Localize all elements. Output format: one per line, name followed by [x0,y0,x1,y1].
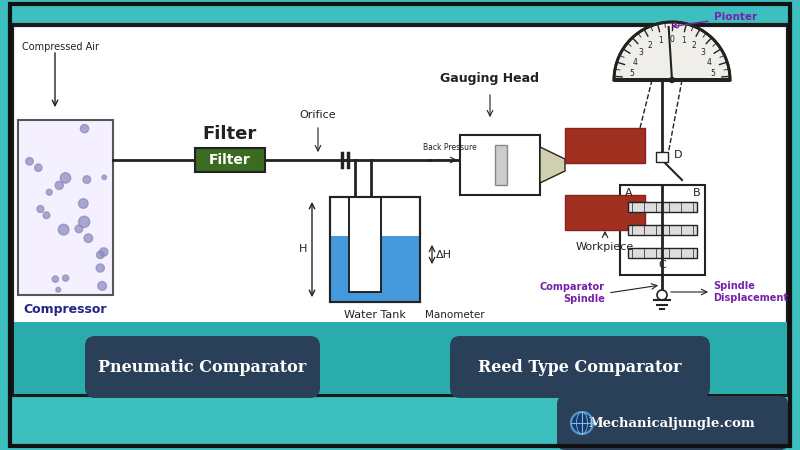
Text: Workpiece: Workpiece [576,242,634,252]
Text: Mechanicaljungle.com: Mechanicaljungle.com [589,417,755,429]
Text: Spindle
Displacement: Spindle Displacement [713,281,788,303]
Circle shape [52,276,58,282]
Text: 2: 2 [691,41,696,50]
Text: Water Tank: Water Tank [344,310,406,320]
FancyBboxPatch shape [628,202,697,212]
Text: 4: 4 [706,58,711,67]
Circle shape [99,248,108,256]
Text: Pionter: Pionter [673,12,757,28]
FancyBboxPatch shape [565,195,645,230]
Circle shape [62,275,69,281]
FancyBboxPatch shape [620,185,705,275]
Text: B: B [692,188,700,198]
Circle shape [34,164,42,171]
Text: Pneumatic Comparator: Pneumatic Comparator [98,359,306,375]
Circle shape [657,290,667,300]
Text: Reed Type Comparator: Reed Type Comparator [478,359,682,375]
Text: Compressed Air: Compressed Air [22,42,99,52]
Text: 5: 5 [710,69,715,78]
Circle shape [60,173,70,183]
Circle shape [571,412,593,434]
FancyBboxPatch shape [14,321,786,393]
Text: H: H [298,244,307,255]
Circle shape [78,199,88,208]
Text: Compressor: Compressor [24,303,107,316]
FancyBboxPatch shape [330,197,420,302]
FancyBboxPatch shape [656,152,668,162]
FancyBboxPatch shape [18,120,113,295]
Text: 3: 3 [639,49,644,58]
FancyBboxPatch shape [460,135,540,195]
Circle shape [80,125,89,133]
FancyBboxPatch shape [195,148,265,172]
FancyBboxPatch shape [85,336,320,398]
FancyBboxPatch shape [557,396,788,450]
Text: ΔH: ΔH [436,249,452,260]
Polygon shape [614,22,730,80]
Circle shape [78,216,90,228]
Text: 0: 0 [670,35,674,44]
FancyBboxPatch shape [350,236,380,292]
Text: Filter: Filter [209,153,251,167]
Text: Filter: Filter [203,125,257,143]
Text: 2: 2 [648,41,653,50]
Text: 4: 4 [633,58,638,67]
Text: 1: 1 [681,36,686,45]
FancyBboxPatch shape [628,248,697,258]
Circle shape [55,181,63,189]
Circle shape [97,251,104,259]
Circle shape [37,206,44,212]
FancyBboxPatch shape [350,262,380,292]
Text: D: D [674,150,682,160]
Circle shape [96,264,104,272]
Circle shape [56,288,61,292]
FancyBboxPatch shape [628,225,697,235]
Circle shape [58,224,69,235]
Circle shape [26,158,34,165]
Polygon shape [540,147,565,183]
Text: 5: 5 [629,69,634,78]
Circle shape [670,77,674,82]
Text: Orifice: Orifice [300,110,336,120]
Text: 1: 1 [658,36,663,45]
Text: Back Pressure: Back Pressure [423,143,477,152]
Circle shape [43,212,50,219]
Circle shape [75,225,82,233]
Circle shape [83,176,90,184]
Text: 3: 3 [700,49,705,58]
FancyBboxPatch shape [349,197,381,292]
Text: Comparator
Spindle: Comparator Spindle [540,282,605,304]
FancyBboxPatch shape [450,336,710,398]
Circle shape [84,234,93,243]
Text: Manometer: Manometer [425,310,485,320]
Text: C: C [658,260,666,270]
FancyBboxPatch shape [565,128,645,163]
FancyBboxPatch shape [331,236,419,301]
Circle shape [102,175,106,180]
Circle shape [46,189,52,195]
FancyBboxPatch shape [495,145,507,185]
Circle shape [98,282,106,290]
Text: Gauging Head: Gauging Head [441,72,539,85]
Text: A: A [625,188,633,198]
FancyBboxPatch shape [12,25,788,395]
